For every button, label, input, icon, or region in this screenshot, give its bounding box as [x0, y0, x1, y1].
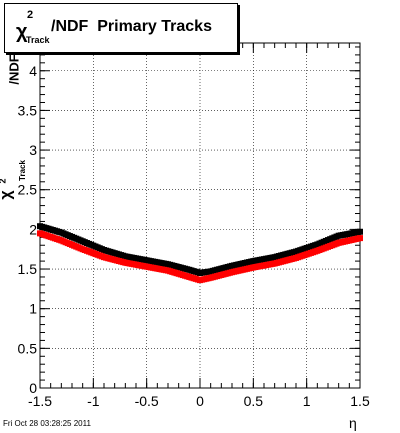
x-tick-label: 0 — [196, 393, 204, 409]
x-tick-label: 1.5 — [350, 393, 370, 409]
title-subscript: Track — [26, 35, 50, 45]
tick-labels: -1.5 -1 -0.5 0 0.5 1 1.5 0 0.5 1 1.5 2 2.5 3 3.5 4 — [18, 63, 370, 409]
y-axis-label-text: /NDF — [6, 54, 22, 85]
y-tick-label: 1.5 — [18, 261, 38, 277]
grid-lines — [40, 43, 360, 388]
y-axis-label-superscript: 2 — [0, 178, 8, 183]
x-axis-label: η — [349, 415, 357, 431]
x-tick-label: 0.5 — [244, 393, 264, 409]
y-axis-label-chi: χ — [0, 190, 16, 199]
title-text: /NDF Primary Tracks — [51, 18, 212, 35]
chart-title: χ 2 Track /NDF Primary Tracks — [4, 3, 238, 53]
y-tick-label: 0.5 — [18, 340, 38, 356]
title-chi: χ — [16, 21, 28, 43]
title-superscript: 2 — [27, 9, 34, 21]
y-tick-label: 2 — [29, 221, 37, 237]
x-tick-label: 1 — [303, 393, 311, 409]
x-tick-label: -1.5 — [28, 393, 52, 409]
y-axis-label: χ 2 Track /NDF — [0, 54, 30, 246]
x-tick-label: -0.5 — [135, 393, 159, 409]
y-tick-label: 3.5 — [18, 102, 38, 118]
data-point-series-2 — [357, 235, 363, 242]
data-point-series-1 — [357, 228, 363, 235]
timestamp: Fri Oct 28 03:28:25 2011 — [3, 419, 91, 428]
x-tick-label: -1 — [87, 393, 100, 409]
y-tick-label: 0 — [29, 380, 37, 396]
y-tick-label: 1 — [29, 301, 37, 317]
data-points — [37, 223, 363, 284]
y-tick-label: 3 — [29, 142, 37, 158]
y-tick-label: 2.5 — [18, 182, 38, 198]
y-tick-label: 4 — [29, 63, 37, 79]
y-axis-label-subscript: Track — [17, 160, 27, 181]
